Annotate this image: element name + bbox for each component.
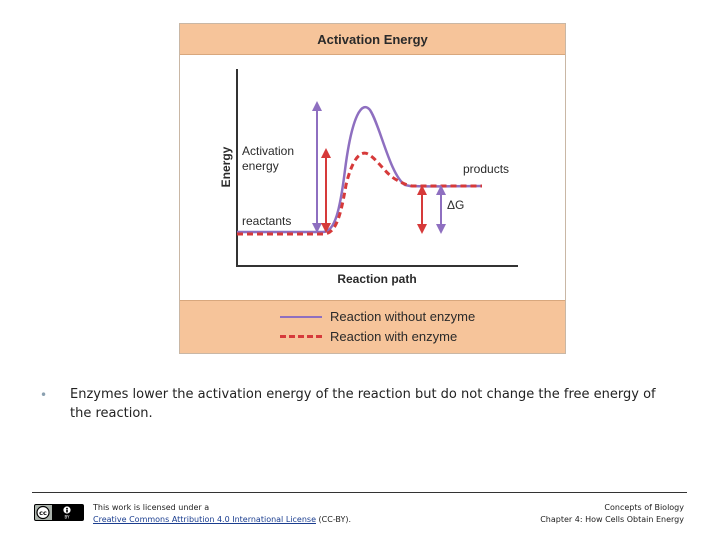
legend-label-with: Reaction with enzyme (330, 329, 458, 344)
legend-item-with-enzyme: Reaction with enzyme (280, 329, 457, 344)
energy-diagram: Energy Reaction path Activation energy r… (219, 69, 518, 286)
figure-title: Activation Energy (180, 24, 565, 55)
chapter-title: Chapter 4: How Cells Obtain Energy (540, 515, 684, 524)
license-line: Creative Commons Attribution 4.0 Interna… (93, 514, 351, 526)
legend-label-without: Reaction without enzyme (330, 309, 476, 324)
curve-with-enzyme (237, 151, 482, 236)
footer-divider (32, 492, 687, 493)
reactants-label: reactants (242, 214, 291, 228)
activation-energy-label-line2: energy (242, 159, 279, 173)
license-suffix: (CC-BY). (315, 515, 352, 524)
course-title: Concepts of Biology (604, 503, 684, 512)
figure-legend: Reaction without enzyme Reaction with en… (180, 300, 565, 353)
license-prefix: This work is licensed under a (93, 503, 210, 512)
delta-g-label: ΔG (447, 198, 464, 212)
products-label: products (463, 162, 509, 176)
course-credits: Concepts of Biology Chapter 4: How Cells… (540, 502, 684, 526)
legend-swatch-dashed (280, 335, 322, 338)
y-axis-label: Energy (219, 146, 233, 187)
activation-energy-label-line1: Activation (242, 144, 294, 158)
legend-swatch-solid (280, 315, 322, 318)
svg-text:BY: BY (65, 515, 71, 520)
cc-by-license-icon: cc BY (34, 504, 84, 521)
license-link[interactable]: Creative Commons Attribution 4.0 Interna… (93, 515, 316, 524)
bullet-icon: • (40, 388, 48, 402)
legend-item-without-enzyme: Reaction without enzyme (280, 309, 475, 324)
svg-text:cc: cc (39, 509, 47, 517)
license-text: This work is licensed under a Creative C… (93, 502, 351, 526)
activation-energy-figure: Activation Energy Energy Reaction path A… (179, 23, 566, 354)
x-axis-label: Reaction path (337, 272, 416, 286)
bullet-text: Enzymes lower the activation energy of t… (70, 387, 656, 421)
